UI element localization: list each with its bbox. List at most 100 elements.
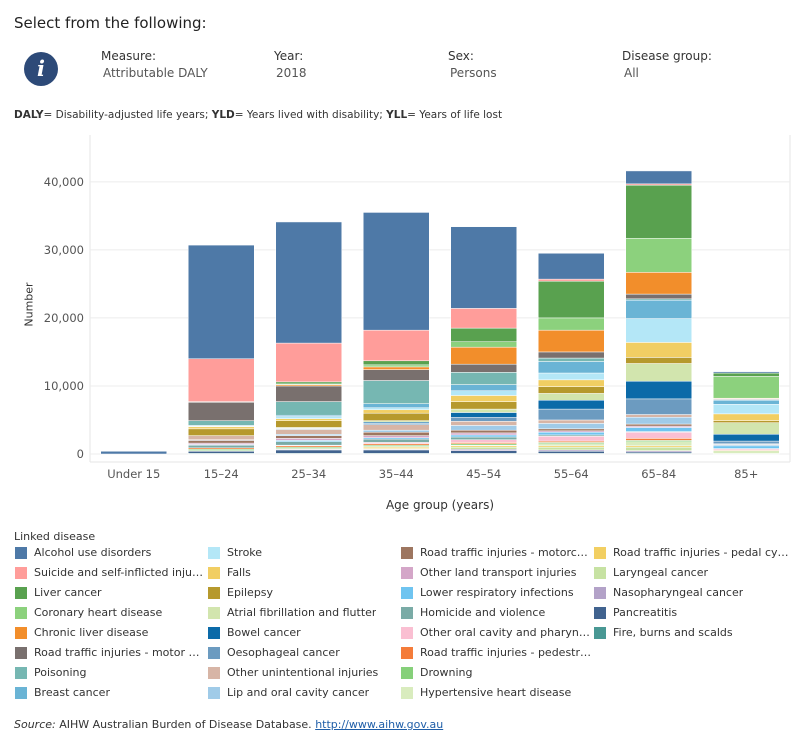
bar-segment[interactable] xyxy=(275,429,342,435)
bar-segment[interactable] xyxy=(538,379,605,387)
bar-segment[interactable] xyxy=(625,357,692,364)
bar-segment[interactable] xyxy=(625,427,692,432)
year-value[interactable]: 2018 xyxy=(276,66,307,80)
legend-item[interactable]: Chronic liver disease xyxy=(15,624,148,641)
legend-item[interactable]: Road traffic injuries - pedestrians xyxy=(401,644,592,661)
bar-segment[interactable] xyxy=(538,428,605,432)
bar-segment[interactable] xyxy=(450,384,517,391)
bar-segment[interactable] xyxy=(538,419,605,424)
legend-item[interactable]: Bowel cancer xyxy=(208,624,301,641)
bar-segment[interactable] xyxy=(450,395,517,402)
bar-segment[interactable] xyxy=(188,451,255,454)
legend-item[interactable]: Falls xyxy=(208,564,251,581)
bar-segment[interactable] xyxy=(275,438,342,441)
bar-segment[interactable] xyxy=(188,420,255,426)
legend-item[interactable]: Pancreatitis xyxy=(594,604,677,621)
legend-item[interactable]: Stroke xyxy=(208,544,262,561)
bar-segment[interactable] xyxy=(713,434,780,442)
bar-segment[interactable] xyxy=(275,381,342,385)
bar-segment[interactable] xyxy=(538,446,605,451)
bar-segment[interactable] xyxy=(275,418,342,421)
legend-item[interactable]: Nasopharyngeal cancer xyxy=(594,584,743,601)
bar-segment[interactable] xyxy=(625,238,692,273)
legend-item[interactable]: Suicide and self-inflicted injuries xyxy=(15,564,204,581)
bar-segment[interactable] xyxy=(363,360,430,366)
legend-item[interactable]: Atrial fibrillation and flutter xyxy=(208,604,376,621)
bar-segment[interactable] xyxy=(450,432,517,436)
bar-segment[interactable] xyxy=(538,423,605,430)
legend-item[interactable]: Fire, burns and scalds xyxy=(594,624,733,641)
bar-segment[interactable] xyxy=(450,412,517,418)
legend-item[interactable]: Drowning xyxy=(401,664,472,681)
bar-segment[interactable] xyxy=(450,226,517,309)
bar-segment[interactable] xyxy=(538,278,605,282)
legend-item[interactable]: Lip and oral cavity cancer xyxy=(208,684,369,701)
sex-value[interactable]: Persons xyxy=(450,66,497,80)
bar-segment[interactable] xyxy=(713,445,780,449)
bar-segment[interactable] xyxy=(100,451,167,455)
bar-segment[interactable] xyxy=(450,390,517,396)
bar-segment[interactable] xyxy=(363,212,430,331)
bar-segment[interactable] xyxy=(275,385,342,402)
bar-segment[interactable] xyxy=(450,363,517,373)
bar-segment[interactable] xyxy=(625,170,692,185)
bar-segment[interactable] xyxy=(275,449,342,454)
bar-segment[interactable] xyxy=(275,416,342,419)
bar-segment[interactable] xyxy=(450,417,517,422)
bar-segment[interactable] xyxy=(275,221,342,344)
bar-segment[interactable] xyxy=(538,443,605,447)
bar-segment[interactable] xyxy=(538,436,605,442)
bar-segment[interactable] xyxy=(713,399,780,405)
bar-segment[interactable] xyxy=(450,425,517,431)
bar-segment[interactable] xyxy=(363,438,430,443)
bar-segment[interactable] xyxy=(538,357,605,362)
bar-segment[interactable] xyxy=(188,444,255,449)
bar-segment[interactable] xyxy=(538,451,605,454)
bar-segment[interactable] xyxy=(538,393,605,401)
bar-segment[interactable] xyxy=(450,421,517,426)
bar-segment[interactable] xyxy=(538,280,605,319)
bar-segment[interactable] xyxy=(538,431,605,436)
bar-segment[interactable] xyxy=(713,420,780,423)
bar-segment[interactable] xyxy=(625,431,692,439)
bar-segment[interactable] xyxy=(363,412,430,421)
bar-segment[interactable] xyxy=(538,329,605,353)
bar-segment[interactable] xyxy=(625,438,692,441)
bar-segment[interactable] xyxy=(275,420,342,428)
bar-segment[interactable] xyxy=(625,398,692,415)
measure-value[interactable]: Attributable DALY xyxy=(103,66,208,80)
bar-segment[interactable] xyxy=(713,422,780,435)
disease-group-value[interactable]: All xyxy=(624,66,639,80)
bar-segment[interactable] xyxy=(625,380,692,400)
bar-segment[interactable] xyxy=(625,414,692,418)
bar-segment[interactable] xyxy=(538,399,605,410)
legend-item[interactable]: Lower respiratory infections xyxy=(401,584,574,601)
bar-segment[interactable] xyxy=(713,450,780,454)
bar-segment[interactable] xyxy=(538,361,605,374)
bar-segment[interactable] xyxy=(188,358,255,402)
bar-segment[interactable] xyxy=(538,386,605,394)
bar-segment[interactable] xyxy=(450,450,517,454)
legend-item[interactable]: Homicide and violence xyxy=(401,604,545,621)
bar-segment[interactable] xyxy=(625,342,692,358)
bar-segment[interactable] xyxy=(450,308,517,329)
bar-segment[interactable] xyxy=(713,371,780,374)
bar-segment[interactable] xyxy=(450,408,517,413)
legend-item[interactable]: Other oral cavity and pharynx cancer xyxy=(401,624,592,641)
bar-segment[interactable] xyxy=(625,184,692,239)
bar-segment[interactable] xyxy=(450,401,517,410)
legend-item[interactable]: Poisoning xyxy=(15,664,86,681)
bar-segment[interactable] xyxy=(363,449,430,454)
bar-segment[interactable] xyxy=(188,402,255,421)
legend-item[interactable]: Oesophageal cancer xyxy=(208,644,340,661)
legend-item[interactable]: Other unintentional injuries xyxy=(208,664,378,681)
bar-segment[interactable] xyxy=(188,435,255,440)
legend-item[interactable]: Road traffic injuries - pedal cyclists xyxy=(594,544,791,561)
bar-segment[interactable] xyxy=(363,429,430,433)
legend-item[interactable]: Road traffic injuries - motorcyclists xyxy=(401,544,592,561)
bar-segment[interactable] xyxy=(450,446,517,450)
bar-segment[interactable] xyxy=(625,417,692,425)
bar-segment[interactable] xyxy=(450,434,517,438)
bar-segment[interactable] xyxy=(188,428,255,436)
bar-segment[interactable] xyxy=(363,366,430,370)
